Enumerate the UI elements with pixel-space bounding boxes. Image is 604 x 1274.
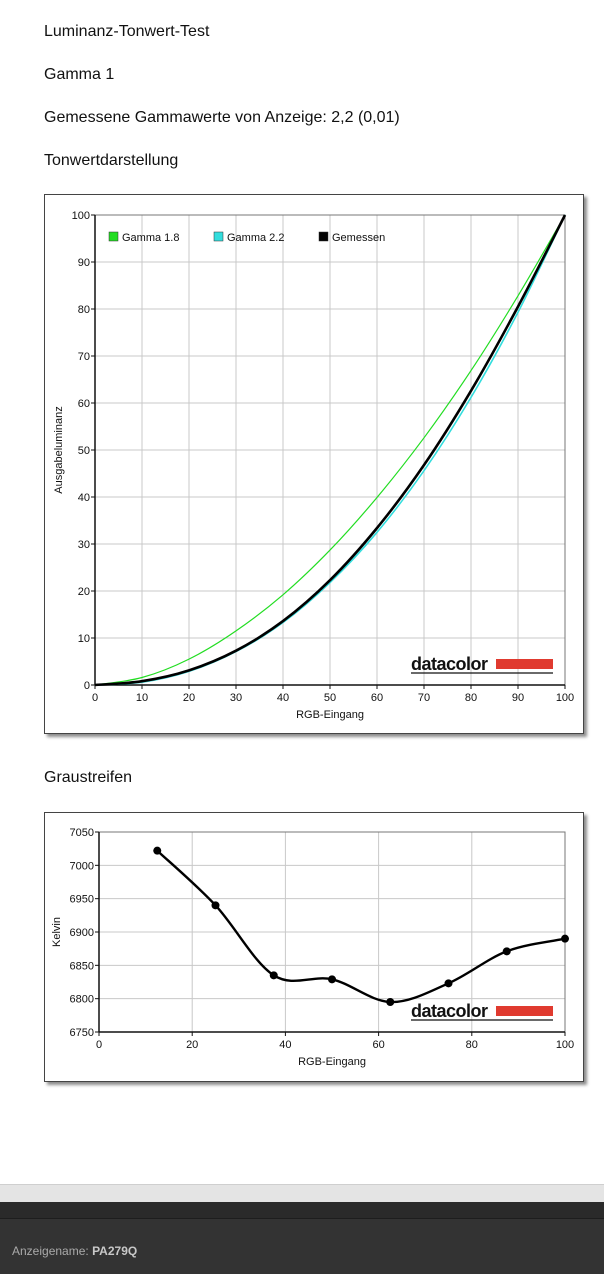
data-point: [269, 971, 278, 980]
y-tick-label: 50: [78, 445, 90, 457]
y-tick-label: 30: [78, 539, 90, 551]
x-tick-label: 70: [418, 692, 430, 704]
x-axis-label: RGB-Eingang: [298, 1056, 366, 1068]
bottom-dark-strip: [0, 1202, 604, 1218]
x-tick-label: 40: [279, 1039, 291, 1051]
legend-swatch: [108, 231, 119, 242]
bottom-divider: [0, 1184, 604, 1203]
data-point: [328, 975, 336, 984]
y-tick-label: 6850: [70, 960, 94, 972]
page-title: Luminanz-Tonwert-Test: [44, 23, 210, 40]
gray-chart-panel: 0 20 40 60 80 100 6750 6800 6850 6900 6950 7000 7050…: [44, 812, 584, 1082]
x-tick-label: 60: [371, 692, 383, 704]
legend-swatch: [318, 231, 329, 242]
y-tick-label: 7050: [70, 827, 94, 839]
x-tick-label: 0: [92, 692, 98, 704]
gray-chart: 0 20 40 60 80 100 6750 6800 6850 6900 6950 7000 7050…: [51, 827, 574, 1068]
series-line: [94, 214, 567, 687]
x-tick-label: 30: [230, 692, 242, 704]
y-tick-label: 0: [84, 680, 90, 692]
legend-label: Gamma 1.8: [122, 232, 179, 244]
series-line: [94, 214, 566, 686]
display-name-value: PA279Q: [92, 1244, 138, 1258]
y-tick-label: 20: [78, 586, 90, 598]
x-tick-label: 90: [512, 692, 524, 704]
datacolor-logo-text: datacolor: [411, 654, 488, 674]
legend-label: Gemessen: [332, 232, 385, 244]
gray-section-heading: Graustreifen: [44, 769, 133, 786]
datacolor-logo-bar: [496, 1006, 553, 1016]
data-point: [444, 979, 453, 988]
x-tick-label: 20: [186, 1039, 198, 1051]
legend-label: Gamma 2.2: [227, 232, 284, 244]
x-axis-label: RGB-Eingang: [296, 709, 364, 721]
y-tick-label: 7000: [70, 860, 94, 872]
y-axis-label: Ausgabeluminanz: [53, 406, 65, 493]
y-tick-label: 70: [78, 351, 90, 363]
y-tick-label: 90: [78, 257, 90, 269]
y-tick-label: 60: [78, 398, 90, 410]
data-point: [561, 934, 569, 943]
y-tick-label: 6950: [70, 894, 94, 906]
tone-chart: 0 10 20 30 40 50 60 70 80 90 100 0 10 20 30 40 50 60 70 80 9…: [53, 210, 574, 721]
y-tick-label: 80: [78, 304, 90, 316]
x-tick-label: 10: [136, 692, 148, 704]
datacolor-logo-text: datacolor: [411, 1001, 488, 1021]
series-line: [156, 849, 566, 1004]
data-point: [502, 947, 511, 956]
x-tick-label: 100: [556, 692, 574, 704]
x-tick-label: 100: [556, 1039, 574, 1051]
x-tick-label: 0: [96, 1039, 102, 1051]
y-axis-label: Kelvin: [51, 917, 63, 947]
x-tick-label: 20: [183, 692, 195, 704]
measured-gamma-text: Gemessene Gammawerte von Anzeige: 2,2 (0…: [44, 109, 400, 126]
y-tick-label: 100: [72, 210, 90, 222]
data-point: [386, 998, 395, 1006]
tone-chart-panel: 0 10 20 30 40 50 60 70 80 90 100 0 10 20 30 40 50 60 70 80 9…: [44, 194, 584, 734]
y-tick-label: 40: [78, 492, 90, 504]
x-tick-label: 80: [465, 692, 477, 704]
display-name: Anzeigename: PA279Q: [12, 1244, 137, 1258]
data-point: [153, 846, 162, 855]
y-tick-label: 6800: [70, 994, 94, 1006]
x-tick-label: 60: [372, 1039, 384, 1051]
y-tick-label: 6750: [70, 1027, 94, 1039]
legend-swatch: [213, 231, 224, 242]
gamma-label: Gamma 1: [44, 66, 115, 83]
display-name-label: Anzeigename:: [12, 1244, 89, 1258]
x-tick-label: 40: [277, 692, 289, 704]
y-tick-label: 10: [78, 633, 90, 645]
x-tick-label: 80: [466, 1039, 478, 1051]
datacolor-logo-bar: [496, 659, 553, 669]
tone-section-heading: Tonwertdarstellung: [44, 152, 179, 169]
data-point: [211, 901, 220, 910]
x-tick-label: 50: [324, 692, 336, 704]
y-tick-label: 6900: [70, 927, 94, 939]
status-bar: [0, 1218, 604, 1274]
